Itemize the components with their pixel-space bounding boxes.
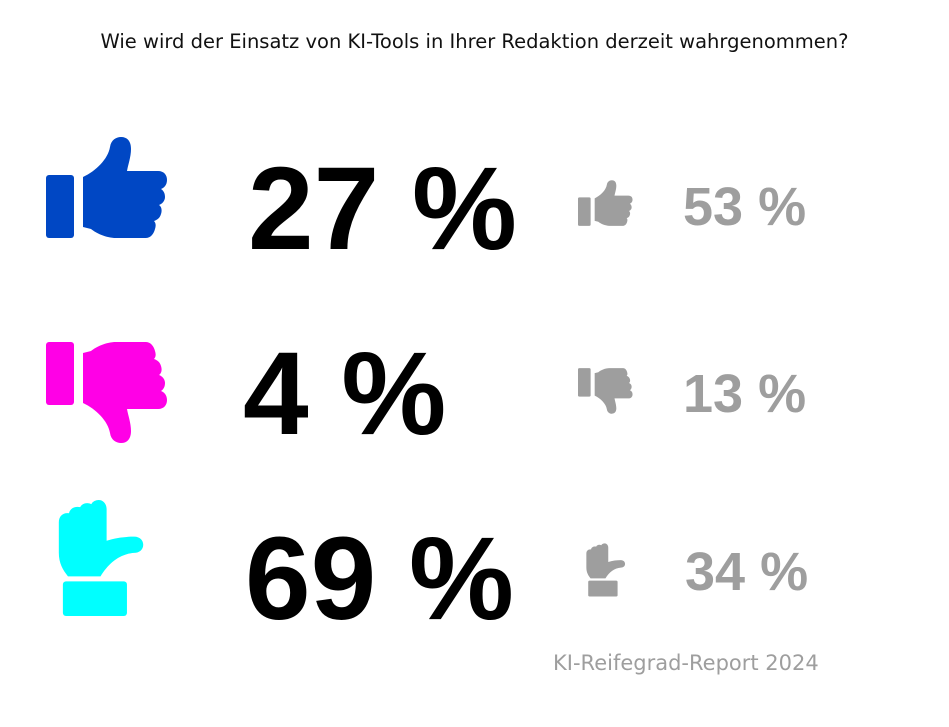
thumbs-down-icon — [46, 342, 167, 443]
comparison-value-label: 13 % — [683, 364, 807, 424]
value-label: 27 % — [248, 143, 517, 275]
thumbs-sideways-icon — [58, 500, 144, 616]
chart-title: Wie wird der Einsatz von KI-Tools in Ihr… — [100, 30, 849, 53]
comparison-value-label: 34 % — [685, 542, 809, 602]
value-label: 4 % — [243, 328, 447, 460]
source-label: KI-Reifegrad-Report 2024 — [553, 651, 819, 675]
value-label: 69 % — [245, 513, 514, 645]
thumbs-down-small-icon — [578, 368, 633, 414]
thumbs-sideways-small-icon — [586, 543, 626, 597]
thumbs-up-icon — [46, 137, 167, 238]
comparison-value-label: 53 % — [683, 177, 807, 237]
thumbs-up-small-icon — [578, 180, 633, 226]
